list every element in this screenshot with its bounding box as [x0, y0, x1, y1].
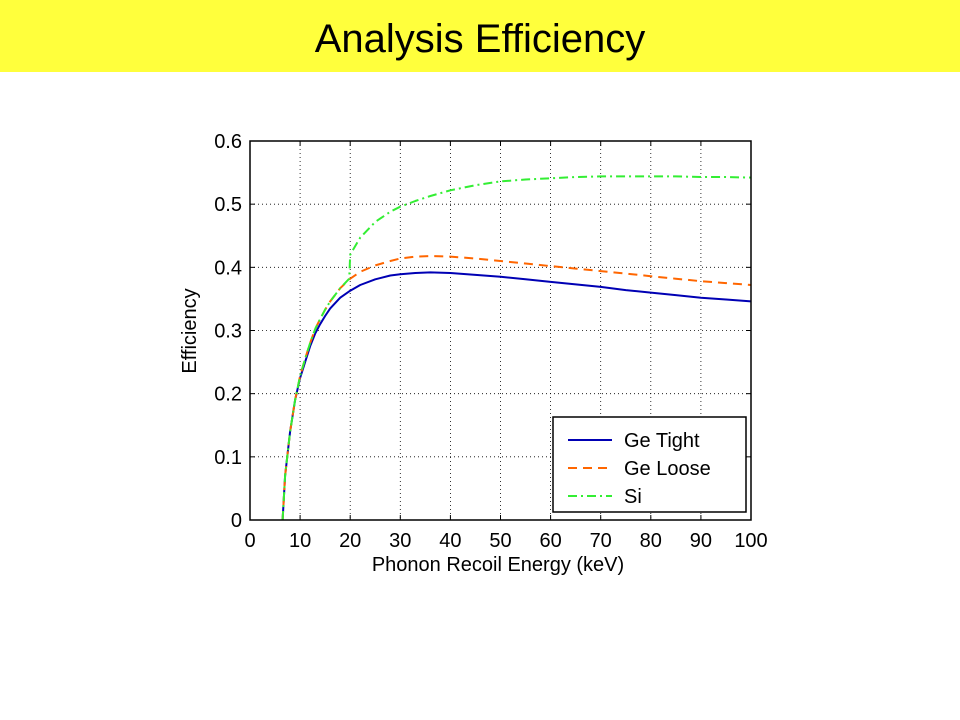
x-tick-label: 60 — [539, 530, 561, 552]
x-tick-label: 0 — [244, 530, 255, 552]
legend: Ge Tight Ge Loose Si — [552, 416, 747, 513]
x-tick-label: 50 — [489, 530, 511, 552]
series-line-3 — [281, 175, 752, 521]
x-tick-label: 70 — [590, 530, 612, 552]
x-axis-label: Phonon Recoil Energy (keV) — [372, 554, 624, 576]
x-tick-label: 10 — [289, 530, 311, 552]
y-axis-label: Efficiency — [179, 288, 201, 373]
slide-title: Analysis Efficiency — [314, 17, 646, 61]
x-tick-label: 40 — [439, 530, 461, 552]
legend-label: Si — [624, 486, 642, 508]
y-tick-label: 0.2 — [214, 384, 242, 406]
series-lines — [281, 175, 752, 521]
y-tick-label: 0.4 — [214, 257, 242, 279]
legend-box — [552, 416, 747, 513]
y-tick-label: 0.6 — [214, 131, 242, 153]
x-tick-label: 20 — [339, 530, 361, 552]
series-line-1 — [281, 271, 752, 521]
title-bar — [0, 0, 960, 72]
legend-label: Ge Tight — [624, 430, 700, 452]
x-tick-label: 90 — [690, 530, 712, 552]
x-tick-label: 100 — [734, 530, 767, 552]
y-tick-label: 0 — [231, 510, 242, 532]
y-tick-label: 0.1 — [214, 447, 242, 469]
y-tick-label: 0.5 — [214, 194, 242, 216]
axis-ticks: 0 10 20 30 40 50 60 70 80 90 100 0 0.1 0.2 0.3 0.4 0.5 0.… — [214, 131, 768, 552]
y-tick-label: 0.3 — [214, 321, 242, 343]
x-tick-label: 30 — [389, 530, 411, 552]
x-tick-label: 80 — [640, 530, 662, 552]
legend-label: Ge Loose — [624, 458, 711, 480]
